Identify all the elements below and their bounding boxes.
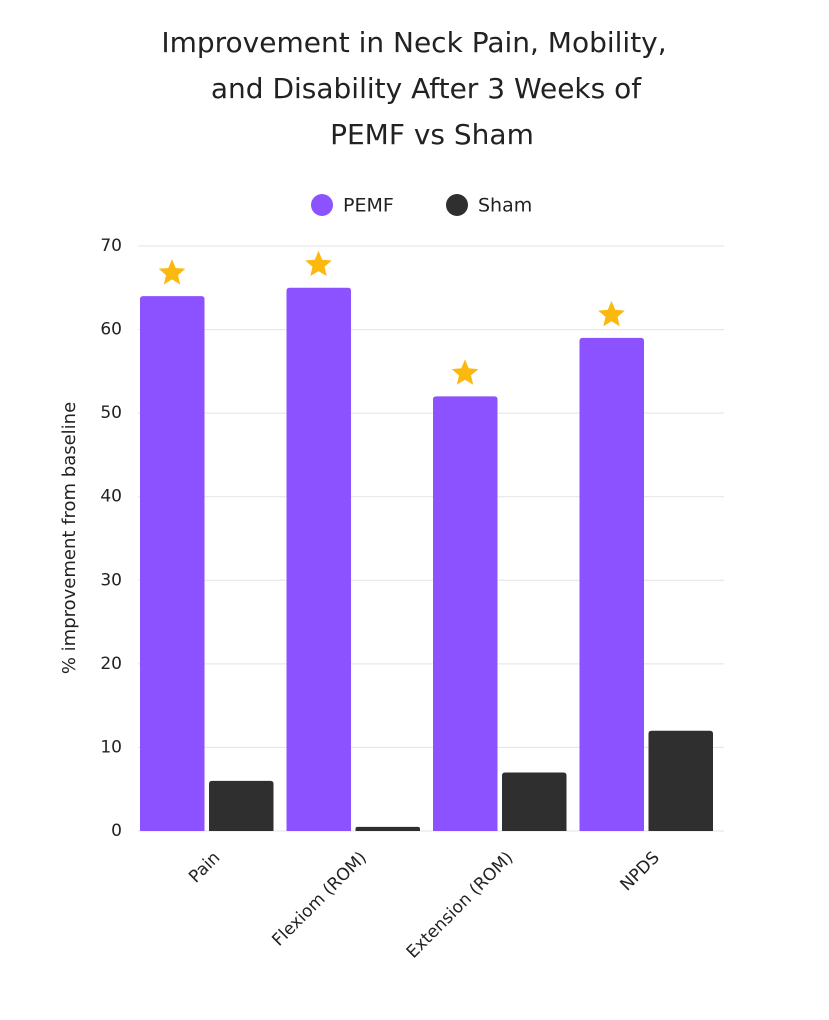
legend-label: Sham [478,195,532,217]
y-tick-label: 10 [100,737,122,757]
significance-star [305,250,332,277]
legend-label: PEMF [343,195,394,217]
significance-star [451,359,479,385]
y-tick-label: 60 [100,320,122,340]
significance-star [598,300,625,327]
chart-title: and Disability After 3 Weeks of [211,72,642,105]
y-axis-label: % improvement from baseline [59,402,80,674]
y-tick-label: 50 [100,403,122,423]
bar [502,772,567,831]
legend-marker [311,194,333,216]
y-tick-label: 20 [100,654,122,674]
y-tick-label: 40 [100,487,122,507]
bar [355,826,420,831]
bar [579,337,644,831]
bar [140,296,205,832]
y-tick-label: 70 [100,236,122,256]
bar [209,780,274,831]
legend-marker [446,194,468,216]
y-tick-label: 30 [100,570,122,590]
chart-title: PEMF vs Sham [330,118,534,151]
bar [433,396,498,831]
x-tick-label: NPDS [617,848,664,895]
bar [648,730,713,831]
chart-title: Improvement in Neck Pain, Mobility, [161,26,666,59]
y-tick-label: 0 [111,821,122,841]
x-tick-label: Flexiom (ROM) [268,848,370,950]
x-tick-label: Extension (ROM) [403,848,518,963]
significance-star [158,259,186,285]
x-tick-label: Pain [185,848,224,887]
bar [286,287,351,831]
